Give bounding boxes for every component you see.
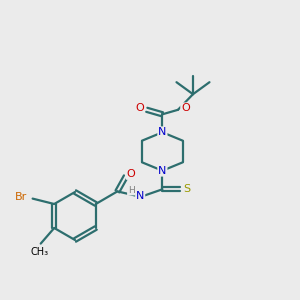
Text: H: H [128, 186, 135, 195]
Text: O: O [135, 103, 144, 113]
Text: O: O [181, 103, 190, 113]
Text: N: N [158, 166, 166, 176]
Text: N: N [136, 191, 144, 201]
Text: O: O [127, 169, 136, 179]
Text: N: N [158, 127, 166, 137]
Text: Br: Br [15, 192, 27, 202]
Text: CH₃: CH₃ [30, 247, 48, 257]
Text: S: S [184, 184, 191, 194]
